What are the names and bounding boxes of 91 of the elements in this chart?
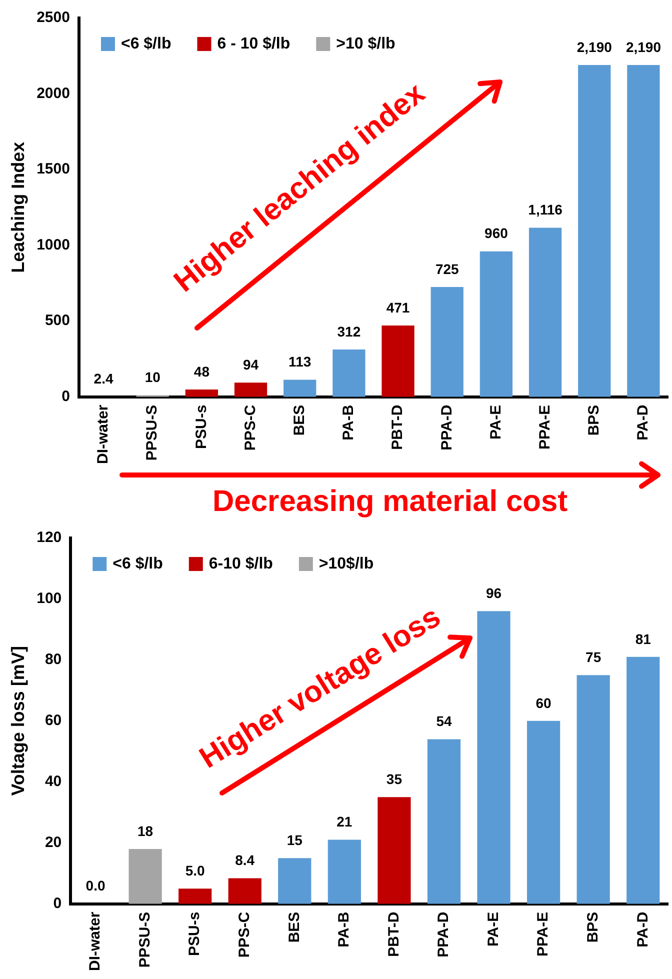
data-label: 471 [386,299,410,316]
data-label: 10 [144,369,161,386]
bar [278,858,312,904]
y-tick-label: 0 [62,388,70,405]
data-label: 312 [337,323,361,340]
x-tick-label: PPSU-S [144,404,161,461]
y-tick-label: 80 [44,651,62,668]
bar [128,848,162,904]
x-tick-label: BPS [584,912,602,943]
x-tick-label: BPS [586,404,603,436]
legend-label: >10 $/lb [336,35,396,52]
data-label: 1,116 [528,202,563,218]
bar [430,286,464,397]
data-label: 960 [484,225,508,242]
bar [427,739,461,904]
data-label: 94 [242,356,259,372]
data-label: 96 [486,585,502,602]
x-tick-label: BES [290,404,308,436]
y-tick-label: 40 [44,773,62,790]
y-tick-label: 2500 [36,9,70,26]
bar [576,675,610,904]
data-label: 21 [336,814,352,830]
x-tick-label: PPSU-S [136,912,154,968]
x-tick-label: PA-B [340,404,358,440]
x-tick-label: PPS-C [242,404,259,451]
x-tick-label: DI-water [86,912,104,972]
data-label: 81 [635,630,652,647]
data-label: 75 [586,649,602,666]
bar [477,611,510,904]
x-tick-label: PPA-E [534,912,552,957]
x-tick-label: PPA-E [536,404,554,450]
legend-label: >10$/lb [318,555,374,572]
data-label: 2,190 [626,38,662,55]
x-tick-label: PA-D [634,912,652,948]
data-label: 60 [536,694,552,711]
data-label: 113 [288,354,312,370]
data-label: 725 [435,260,460,277]
bar [378,797,411,904]
x-tick-label: PPA-D [438,404,456,450]
text: Decreasing material cost [212,485,568,519]
legend-label: 6-10 $/lb [208,555,274,572]
bar [627,64,660,397]
x-tick-label: PBT-D [385,912,402,957]
x-tick-label: DI-water [94,404,112,464]
x-tick-label: PA-D [634,404,652,440]
data-label: 5.0 [185,862,206,878]
bar [480,251,513,397]
bar [526,720,560,904]
y-tick-label: 1500 [36,160,70,178]
bar [328,840,361,904]
x-tick-label: PBT-D [389,404,406,450]
data-label: 48 [194,363,210,380]
data-label: 18 [138,822,154,839]
y-tick-label: 1000 [36,236,70,254]
x-tick-label: PA-B [336,912,353,948]
bar [528,228,562,397]
bar [332,350,366,397]
bar [382,325,414,397]
bar [234,382,268,397]
bar [284,380,316,397]
x-tick-label: BES [286,912,303,943]
data-label: 2.4 [94,370,114,386]
x-tick-label: PPA-D [435,912,452,958]
x-tick-label: PPS-C [236,912,253,958]
y-tick-label: 500 [44,312,70,330]
x-tick-label: PSU-s [186,912,204,956]
data-label: 0.0 [86,878,106,894]
legend-label: <6 $/lb [112,555,164,572]
data-label: 35 [386,770,402,787]
bar [578,64,611,397]
y-tick-label: 120 [36,529,62,546]
x-tick-label: PA-E [484,912,502,947]
y-axis-title: Leaching Index [8,142,28,273]
y-tick-label: 60 [44,712,62,730]
data-label: 54 [436,713,452,730]
bar [626,656,660,904]
y-tick-label: 100 [36,590,62,608]
data-label: 15 [286,832,303,848]
data-label: 2,190 [576,38,612,55]
x-tick-label: PSU-s [192,404,210,450]
bar [178,888,212,904]
bar [185,390,218,397]
y-tick-label: 2000 [36,84,70,102]
y-tick-label: 0 [53,894,62,912]
legend-label: 6 - 10 $/lb [217,35,290,52]
y-tick-label: 20 [44,834,62,851]
bar [228,878,262,904]
data-label: 8.4 [235,852,255,868]
x-tick-label: PA-E [487,404,504,440]
legend-label: <6 $/lb [120,35,172,52]
y-axis-title: Voltage loss [mV] [8,646,28,796]
